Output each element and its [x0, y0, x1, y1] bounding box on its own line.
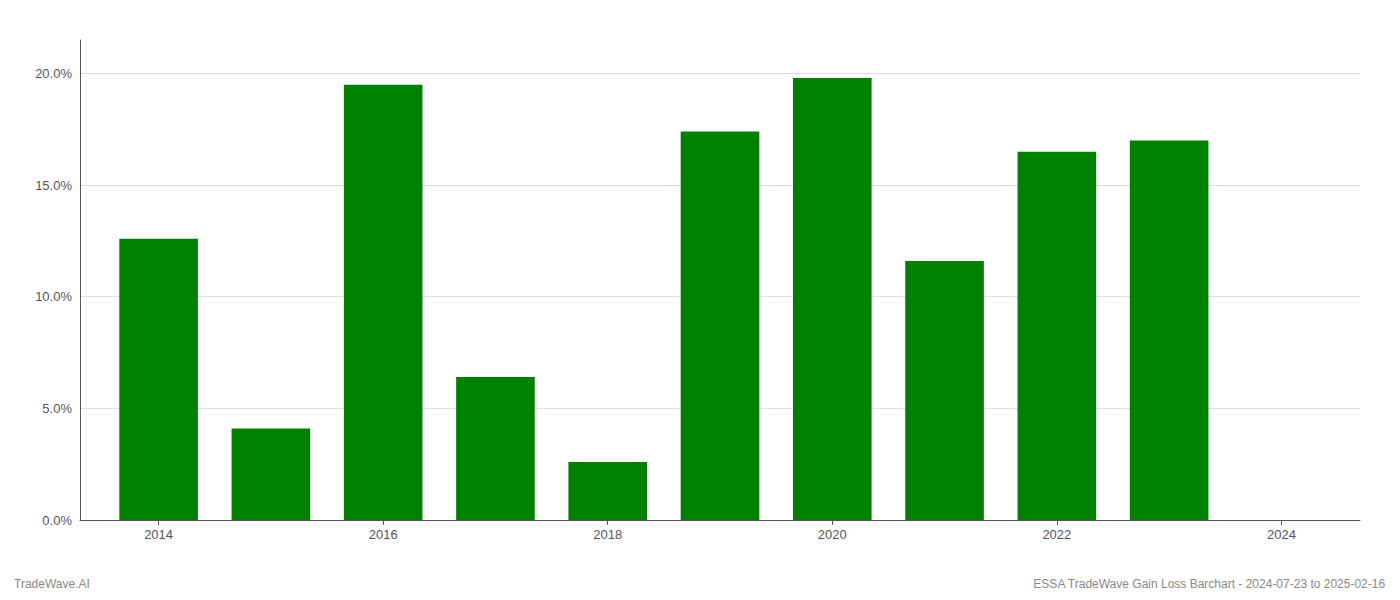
- svg-text:0.0%: 0.0%: [42, 513, 72, 528]
- svg-text:15.0%: 15.0%: [35, 178, 72, 193]
- svg-text:2014: 2014: [144, 527, 173, 542]
- svg-text:5.0%: 5.0%: [42, 401, 72, 416]
- svg-text:10.0%: 10.0%: [35, 289, 72, 304]
- svg-text:2020: 2020: [818, 527, 847, 542]
- svg-text:TradeWave.AI: TradeWave.AI: [14, 577, 90, 591]
- svg-text:20.0%: 20.0%: [35, 66, 72, 81]
- svg-text:2018: 2018: [593, 527, 622, 542]
- svg-text:2024: 2024: [1267, 527, 1296, 542]
- svg-text:2022: 2022: [1042, 527, 1071, 542]
- svg-text:2016: 2016: [369, 527, 398, 542]
- svg-text:ESSA TradeWave Gain Loss Barch: ESSA TradeWave Gain Loss Barchart - 2024…: [1033, 577, 1385, 591]
